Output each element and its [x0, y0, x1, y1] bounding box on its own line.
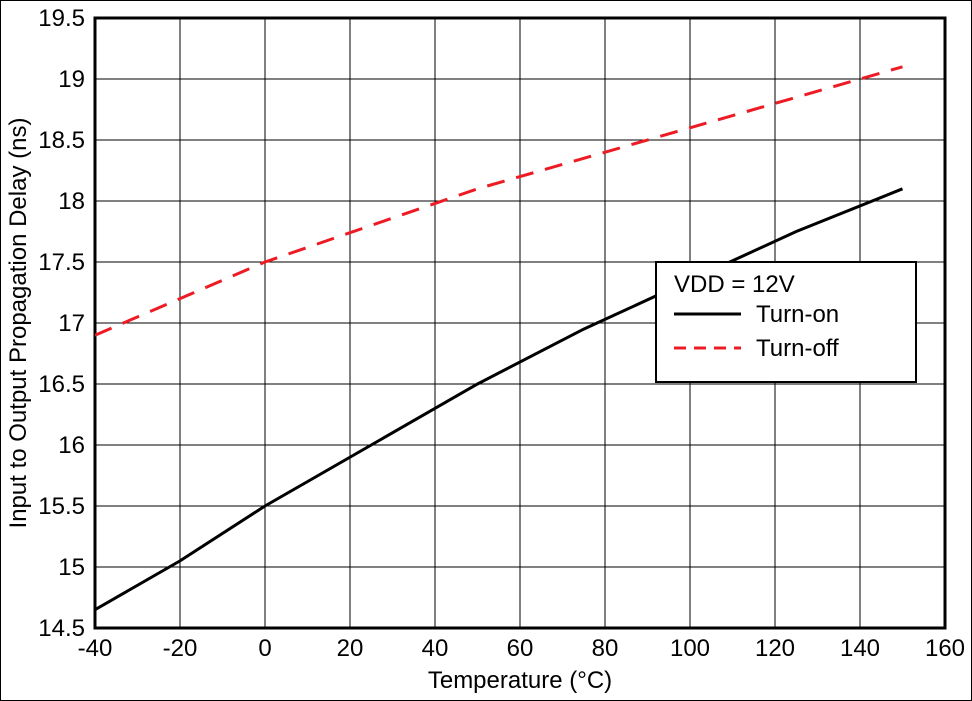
y-tick-label: 17.5: [38, 249, 85, 276]
y-tick-label: 15: [58, 554, 85, 581]
legend-item-label: Turn-off: [756, 335, 839, 362]
y-axis-label: Input to Output Propagation Delay (ns): [5, 118, 32, 529]
x-tick-label: 40: [422, 635, 449, 662]
x-tick-label: 60: [507, 635, 534, 662]
x-tick-label: 80: [592, 635, 619, 662]
x-tick-label: 160: [925, 635, 965, 662]
y-tick-label: 15.5: [38, 493, 85, 520]
x-tick-label: 140: [840, 635, 880, 662]
x-tick-label: -20: [163, 635, 198, 662]
x-tick-label: 100: [670, 635, 710, 662]
y-tick-label: 19.5: [38, 5, 85, 32]
x-axis-label: Temperature (°C): [428, 667, 612, 694]
y-tick-label: 18.5: [38, 127, 85, 154]
legend-title: VDD = 12V: [674, 271, 795, 298]
chart-svg: -40-2002040608010012014016014.51515.5161…: [0, 0, 972, 701]
y-tick-label: 17: [58, 310, 85, 337]
y-tick-label: 18: [58, 188, 85, 215]
y-tick-label: 16: [58, 432, 85, 459]
x-tick-label: 0: [258, 635, 271, 662]
y-tick-label: 14.5: [38, 615, 85, 642]
x-tick-label: 20: [337, 635, 364, 662]
chart-container: -40-2002040608010012014016014.51515.5161…: [0, 0, 972, 701]
x-tick-label: 120: [755, 635, 795, 662]
y-tick-label: 16.5: [38, 371, 85, 398]
y-tick-label: 19: [58, 66, 85, 93]
legend-item-label: Turn-on: [756, 301, 839, 328]
